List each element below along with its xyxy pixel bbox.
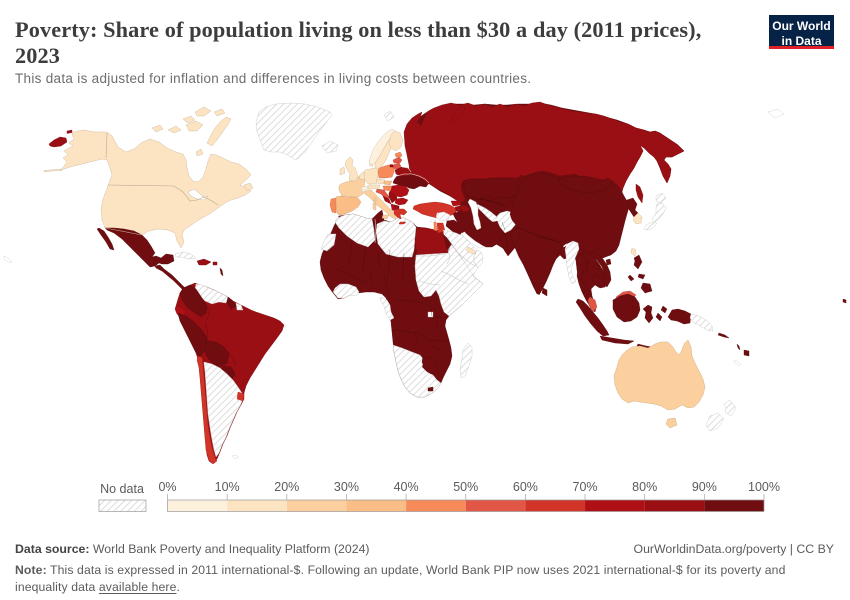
svg-text:0%: 0% xyxy=(158,480,176,494)
svg-text:60%: 60% xyxy=(513,480,538,494)
svg-text:100%: 100% xyxy=(748,480,780,494)
svg-text:No data: No data xyxy=(100,482,144,496)
svg-text:90%: 90% xyxy=(692,480,717,494)
svg-text:80%: 80% xyxy=(632,480,657,494)
svg-text:20%: 20% xyxy=(274,480,299,494)
svg-text:50%: 50% xyxy=(453,480,478,494)
svg-text:70%: 70% xyxy=(573,480,598,494)
svg-text:30%: 30% xyxy=(334,480,359,494)
svg-text:40%: 40% xyxy=(394,480,419,494)
svg-text:10%: 10% xyxy=(215,480,240,494)
